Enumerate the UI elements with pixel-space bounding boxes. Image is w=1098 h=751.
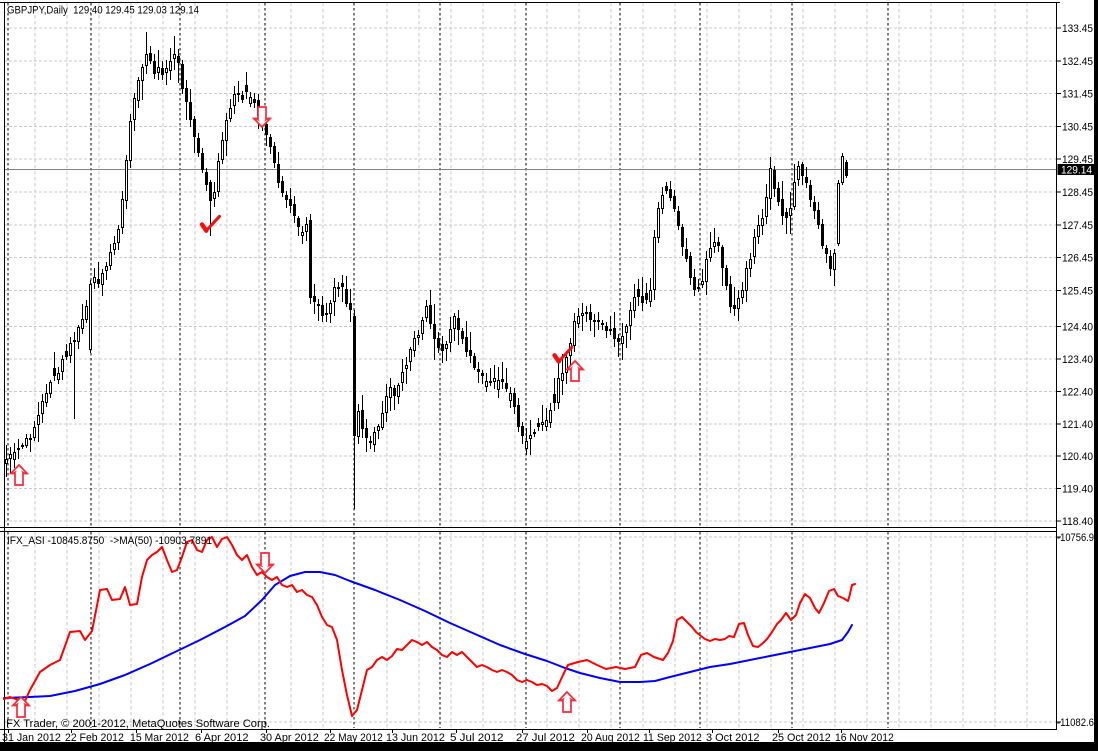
svg-text:124.40: 124.40 [1062, 322, 1093, 334]
svg-text:22 May 2012: 22 May 2012 [324, 732, 383, 744]
svg-text:GBPJPY,Daily 129.40 129.45 12: GBPJPY,Daily 129.40 129.45 129.03 129.14 [7, 5, 199, 17]
svg-text:IFX Trader, © 2001-2012, MetaQ: IFX Trader, © 2001-2012, MetaQuotes Soft… [3, 718, 270, 730]
svg-text:129.45: 129.45 [1062, 154, 1093, 166]
svg-text:129.14: 129.14 [1061, 165, 1092, 177]
svg-text:123.40: 123.40 [1062, 354, 1093, 366]
svg-text:119.40: 119.40 [1062, 484, 1093, 496]
svg-text:27 Jul 2012: 27 Jul 2012 [516, 732, 575, 744]
svg-text:20 Aug 2012: 20 Aug 2012 [581, 732, 640, 744]
svg-text:16 Nov 2012: 16 Nov 2012 [835, 732, 894, 744]
svg-text:132.45: 132.45 [1062, 56, 1093, 68]
svg-text:15 Mar 2012: 15 Mar 2012 [130, 732, 189, 744]
svg-text:IFX_ASI -10845.8750 ->MA(50): IFX_ASI -10845.8750 ->MA(50) -10903.7891 [7, 535, 212, 547]
svg-text:121.40: 121.40 [1062, 419, 1093, 431]
svg-text:25 Oct 2012: 25 Oct 2012 [772, 732, 831, 744]
svg-text:6 Apr 2012: 6 Apr 2012 [195, 732, 249, 744]
svg-text:133.45: 133.45 [1062, 23, 1093, 35]
svg-text:122.40: 122.40 [1062, 386, 1093, 398]
svg-text:128.45: 128.45 [1062, 187, 1093, 199]
svg-text:11 Sep 2012: 11 Sep 2012 [643, 732, 702, 744]
svg-text:131.45: 131.45 [1062, 89, 1093, 101]
svg-text:5 Jul 2012: 5 Jul 2012 [450, 732, 504, 744]
svg-text:118.40: 118.40 [1062, 516, 1093, 528]
svg-text:31 Jan 2012: 31 Jan 2012 [2, 732, 61, 744]
svg-text:125.45: 125.45 [1062, 285, 1093, 297]
svg-text:22 Feb 2012: 22 Feb 2012 [65, 732, 124, 744]
svg-text:3 Oct 2012: 3 Oct 2012 [706, 732, 760, 744]
svg-text:-10756.9: -10756.9 [1057, 532, 1094, 544]
svg-text:30 Apr 2012: 30 Apr 2012 [260, 732, 319, 744]
svg-text:127.45: 127.45 [1062, 220, 1093, 232]
svg-text:126.45: 126.45 [1062, 253, 1093, 265]
svg-text:130.45: 130.45 [1062, 121, 1093, 133]
svg-text:-11082.6: -11082.6 [1057, 717, 1094, 729]
svg-text:120.40: 120.40 [1062, 451, 1093, 463]
svg-text:13 Jun 2012: 13 Jun 2012 [386, 732, 445, 744]
